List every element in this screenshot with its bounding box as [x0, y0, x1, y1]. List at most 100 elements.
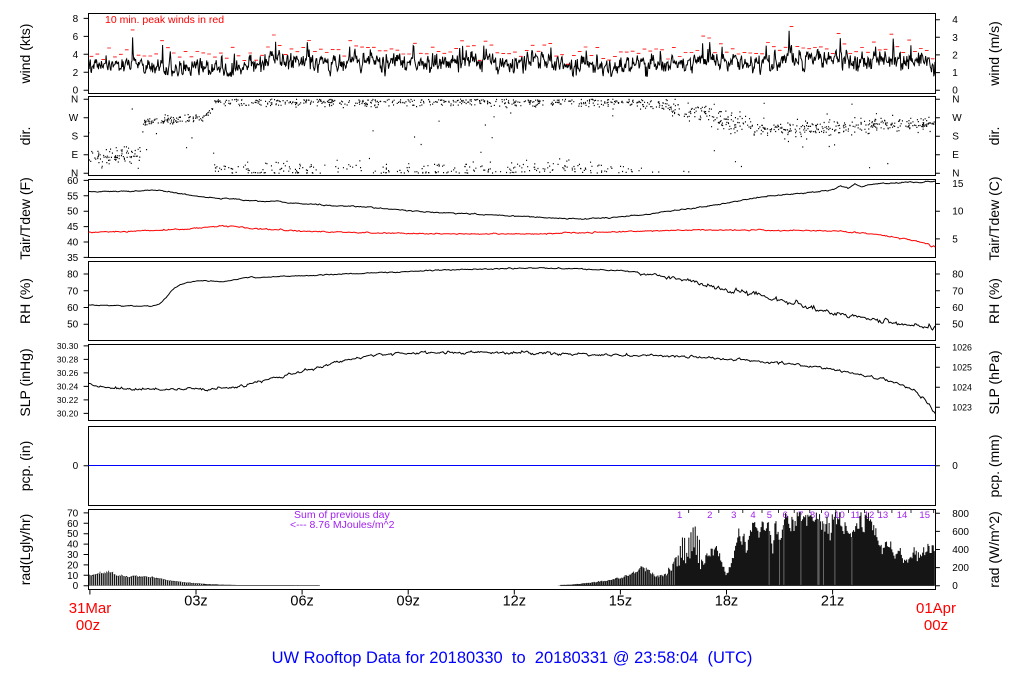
svg-text:W: W — [69, 113, 79, 124]
svg-text:1024: 1024 — [952, 382, 972, 392]
svg-text:4: 4 — [750, 510, 755, 521]
svg-text:RH (%): RH (%) — [17, 278, 33, 324]
svg-text:8: 8 — [810, 510, 815, 521]
svg-text:400: 400 — [952, 545, 969, 556]
svg-text:N: N — [952, 169, 959, 180]
svg-text:5: 5 — [767, 510, 772, 521]
svg-text:14: 14 — [897, 510, 908, 521]
svg-text:60: 60 — [67, 519, 79, 530]
svg-text:13: 13 — [878, 510, 889, 521]
svg-text:wind (m/s): wind (m/s) — [986, 21, 1002, 87]
svg-text:W: W — [952, 113, 962, 124]
svg-text:UW Rooftop Data for 20180330: UW Rooftop Data for 20180330 to 20180331… — [272, 649, 753, 667]
svg-text:50: 50 — [67, 320, 79, 331]
svg-text:50: 50 — [952, 320, 964, 331]
svg-text:11: 11 — [851, 510, 861, 521]
svg-text:60: 60 — [952, 303, 964, 314]
svg-text:31Mar: 31Mar — [69, 600, 112, 617]
svg-text:40: 40 — [67, 238, 79, 249]
svg-text:21z: 21z — [821, 594, 844, 610]
svg-text:200: 200 — [952, 563, 969, 574]
svg-text:70: 70 — [67, 508, 79, 519]
svg-text:600: 600 — [952, 527, 969, 538]
svg-text:0: 0 — [73, 86, 79, 97]
svg-text:N: N — [71, 169, 78, 180]
svg-text:80: 80 — [952, 270, 964, 281]
svg-text:55: 55 — [67, 191, 79, 202]
svg-text:50: 50 — [67, 529, 79, 540]
svg-text:30.30: 30.30 — [57, 341, 79, 351]
svg-text:06z: 06z — [290, 594, 313, 610]
svg-text:3: 3 — [731, 510, 736, 521]
svg-text:RH (%): RH (%) — [986, 278, 1002, 324]
svg-text:20: 20 — [67, 560, 79, 571]
svg-text:0: 0 — [952, 86, 958, 97]
svg-text:S: S — [72, 132, 79, 143]
svg-text:4: 4 — [73, 50, 79, 61]
svg-text:10 min. peak winds in red: 10 min. peak winds in red — [105, 14, 224, 26]
svg-text:60: 60 — [67, 176, 79, 187]
svg-text:2: 2 — [952, 50, 958, 61]
svg-text:800: 800 — [952, 509, 969, 520]
svg-text:03z: 03z — [184, 594, 207, 610]
svg-text:80: 80 — [67, 270, 79, 281]
svg-text:10: 10 — [952, 207, 964, 218]
svg-text:70: 70 — [952, 286, 964, 297]
svg-text:N: N — [71, 95, 78, 106]
svg-text:wind (kts): wind (kts) — [17, 24, 33, 85]
svg-text:SLP (inHg): SLP (inHg) — [17, 348, 33, 416]
svg-text:N: N — [952, 95, 959, 106]
svg-text:9: 9 — [824, 510, 829, 521]
svg-text:15: 15 — [952, 179, 964, 190]
svg-text:0: 0 — [952, 461, 958, 472]
svg-text:10: 10 — [67, 571, 79, 582]
svg-text:pcp. (mm): pcp. (mm) — [986, 435, 1002, 498]
svg-text:18z: 18z — [715, 594, 738, 610]
svg-text:30: 30 — [67, 550, 79, 561]
svg-text:1026: 1026 — [952, 343, 972, 353]
svg-text:00z: 00z — [76, 617, 100, 634]
svg-text:70: 70 — [67, 286, 79, 297]
svg-text:E: E — [952, 150, 959, 161]
svg-text:5: 5 — [952, 234, 958, 245]
svg-text:8: 8 — [73, 14, 79, 25]
svg-text:40: 40 — [67, 540, 79, 551]
svg-text:pcp. (in): pcp. (in) — [17, 441, 33, 492]
svg-text:dir.: dir. — [17, 127, 33, 146]
svg-text:1: 1 — [952, 68, 958, 79]
svg-text:45: 45 — [67, 222, 79, 233]
svg-text:S: S — [952, 132, 959, 143]
svg-text:2: 2 — [73, 68, 79, 79]
svg-text:6: 6 — [73, 32, 79, 43]
svg-text:60: 60 — [67, 303, 79, 314]
svg-text:0: 0 — [73, 581, 79, 592]
svg-text:1: 1 — [677, 510, 682, 521]
svg-text:01Apr: 01Apr — [916, 600, 956, 617]
svg-text:50: 50 — [67, 207, 79, 218]
svg-text:3: 3 — [952, 33, 958, 44]
svg-text:2: 2 — [707, 510, 712, 521]
svg-text:35: 35 — [67, 253, 79, 264]
svg-text:dir.: dir. — [986, 127, 1002, 146]
svg-text:12z: 12z — [503, 594, 526, 610]
svg-text:15z: 15z — [609, 594, 632, 610]
svg-text:30.26: 30.26 — [57, 368, 79, 378]
svg-text:Tair/Tdew (F): Tair/Tdew (F) — [17, 177, 33, 259]
svg-text:30.28: 30.28 — [57, 354, 79, 364]
svg-text:0: 0 — [952, 581, 958, 592]
svg-text:30.20: 30.20 — [57, 408, 79, 418]
svg-text:4: 4 — [952, 15, 958, 26]
svg-text:30.24: 30.24 — [57, 381, 79, 391]
svg-text:0: 0 — [73, 461, 79, 472]
svg-text:rad (W/m^2): rad (W/m^2) — [986, 511, 1002, 588]
svg-text:Sum of previous day: Sum of previous day — [294, 509, 390, 521]
svg-text:SLP (hPa): SLP (hPa) — [986, 350, 1002, 414]
svg-text:<--- 8.76 MJoules/m^2: <--- 8.76 MJoules/m^2 — [290, 519, 395, 531]
svg-text:rad(Lgly/hr): rad(Lgly/hr) — [17, 514, 33, 586]
svg-text:15: 15 — [919, 510, 930, 521]
svg-text:00z: 00z — [924, 617, 948, 634]
svg-text:30.22: 30.22 — [57, 395, 79, 405]
svg-text:E: E — [72, 150, 79, 161]
svg-text:09z: 09z — [397, 594, 420, 610]
svg-text:Tair/Tdew (C): Tair/Tdew (C) — [986, 176, 1002, 260]
